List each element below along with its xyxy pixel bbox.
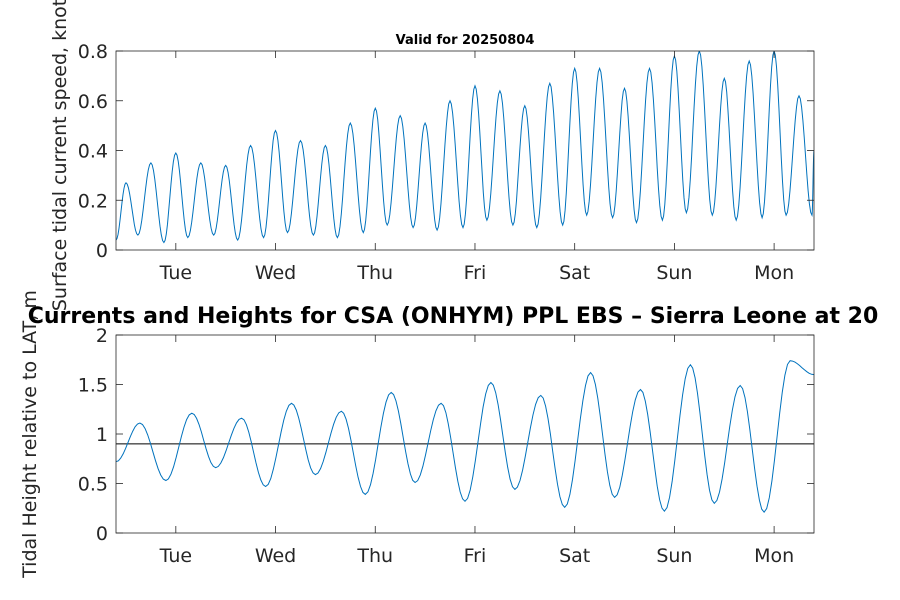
x-tick-label-thu: Thu (356, 262, 393, 284)
tidal-height-y-axis-label: Tidal Height relative to LAT, m (19, 290, 41, 579)
y-tick-label: 0 (96, 240, 108, 262)
y-tick-label: 0.5 (78, 474, 108, 496)
y-tick-label: 0.6 (78, 91, 108, 113)
main-figure-title: Currents and Heights for CSA (ONHYM) PPL… (28, 304, 879, 329)
x-tick-label-tue: Tue (159, 262, 192, 284)
y-tick-label: 1 (96, 424, 108, 446)
tidal-height-panel: 0 0.5 1 1.5 2 Tue Wed Thu Fri Sat Sun Mon (78, 325, 815, 567)
x-tick-label-fri: Fri (464, 545, 487, 567)
y-tick-label: 2 (96, 325, 108, 347)
x-tick-label-sun: Sun (656, 262, 692, 284)
x-tick-label-tue: Tue (159, 545, 192, 567)
x-tick-label-wed: Wed (255, 262, 296, 284)
x-tick-label-fri: Fri (464, 262, 487, 284)
x-tick-label-sat: Sat (559, 262, 590, 284)
current-speed-y-axis-label: Surface tidal current speed, knots (49, 0, 71, 311)
y-tick-label: 0.2 (78, 190, 108, 212)
x-tick-label-sat: Sat (559, 545, 590, 567)
series-line-tidal-height (116, 360, 814, 514)
x-tick-label-thu: Thu (356, 545, 393, 567)
series-line-current-speed (116, 51, 814, 244)
x-tick-label-sun: Sun (656, 545, 692, 567)
current-speed-panel: 0 0.2 0.4 0.6 0.8 Tue Wed Thu Fri Sat Sun Mon (78, 41, 815, 284)
y-tick-label: 1.5 (78, 375, 108, 397)
y-tick-label: 0 (96, 523, 108, 545)
current-speed-chart-title: Valid for 20250804 (396, 33, 535, 48)
plot-area (116, 335, 814, 533)
x-tick-label-mon: Mon (754, 262, 794, 284)
y-tick-label: 0.4 (78, 141, 108, 163)
x-tick-label-wed: Wed (255, 545, 296, 567)
x-tick-label-mon: Mon (754, 545, 794, 567)
y-tick-label: 0.8 (78, 41, 108, 63)
